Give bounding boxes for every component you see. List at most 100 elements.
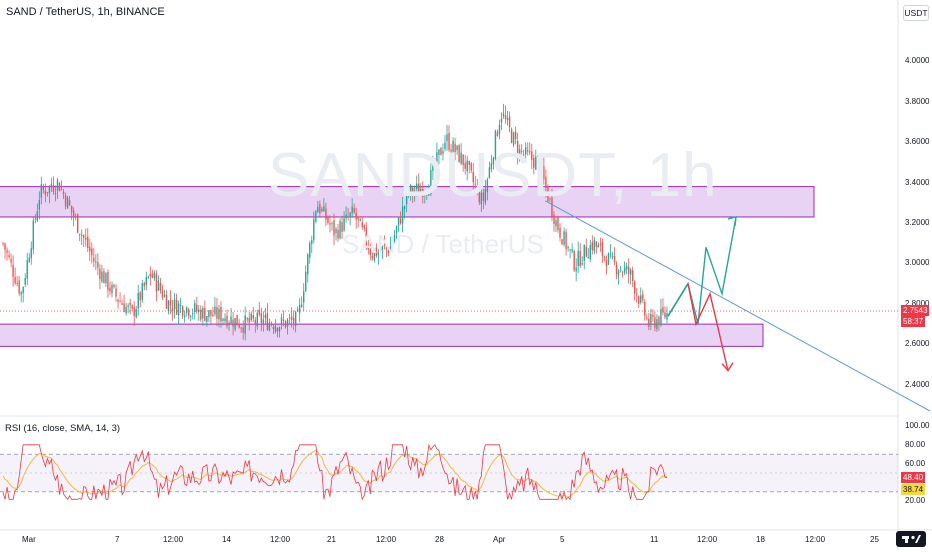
candle-body [363,225,365,229]
candle-body [309,242,311,258]
candle-body [22,286,24,294]
rsi-sma-tag: 38.74 [901,484,926,495]
rsi-indicator-label[interactable]: RSI (16, close, SMA, 14, 3) [5,423,121,434]
candle-body [603,256,606,258]
candle-body [54,192,57,195]
candle-body [169,299,172,306]
candle-body [591,242,594,250]
candle-body [549,198,551,200]
currency-badge[interactable]: USDT [903,5,929,21]
candle-body [563,231,565,245]
candle-body [325,208,327,220]
time-tick-label: 12:00 [376,535,397,544]
candle-body [654,317,656,328]
candle-body [87,236,89,248]
candle-body [351,206,353,214]
candle-body [595,241,598,247]
candle-body [50,183,53,188]
candle-body [323,206,325,212]
candle-body [403,206,406,210]
candle-body [141,283,143,300]
time-tick-label: 5 [560,535,565,544]
candle-body [278,327,281,332]
candle-body [617,271,620,276]
candle-body [105,272,107,284]
candle-body [462,154,464,165]
candle-body [369,249,372,255]
candle-body [317,206,319,213]
candle-body [565,231,567,250]
candle-body [242,327,244,333]
candle-body [432,163,434,171]
candle-body [305,272,307,292]
candle-body [145,276,148,285]
candle-body [264,314,267,318]
candle-body [658,316,660,325]
candle-body [254,320,256,324]
time-tick-label: 12:00 [697,535,718,544]
candle-body [234,317,236,330]
time-tick-label: 28 [435,535,444,544]
candle-body [44,190,47,195]
candle-body [2,242,4,244]
time-tick-label: 18 [756,535,765,544]
candle-body [500,118,503,123]
candle-body [567,246,569,249]
candle-body [131,305,133,309]
candle-body [298,304,301,313]
candle-body [468,160,470,165]
candle-body [286,319,289,327]
candle-body [664,312,666,318]
candle-body [68,200,71,206]
candle-body [577,250,579,267]
candle-body [613,255,616,263]
time-tick-label: Apr [493,535,506,544]
candle-body [405,192,408,205]
candle-body [52,185,55,193]
candle-body [373,250,376,261]
candle-body [78,233,81,236]
candle-body [367,247,370,250]
candle-body [56,180,59,191]
candle-body [414,191,416,193]
candle-body [230,316,232,324]
candle-body [341,222,343,232]
symbol-header[interactable]: SAND / TetherUS, 1h, BINANCE [6,6,165,18]
price-tick-label: 3.0000 [905,258,930,268]
price-tick-label: 2.8000 [905,298,930,308]
candle-body [525,147,527,155]
candle-body [28,257,30,262]
time-tick-label: 14 [222,535,231,544]
candle-body [389,246,392,251]
candle-body [4,243,6,250]
candle-body [541,166,543,175]
candle-body [559,227,561,238]
candle-body [440,147,442,156]
candle-body [571,249,573,252]
candle-body [177,303,180,316]
candle-body [99,268,101,280]
candle-body [502,113,505,117]
candle-body [551,197,553,217]
candle-body [621,271,624,273]
candle-body [260,313,263,323]
candle-body [434,160,436,166]
rsi-tick-label: 100.00 [905,421,930,430]
time-tick-label: 12:00 [805,535,826,544]
candle-body [411,188,414,195]
candle-body [385,247,388,249]
candle-body [220,306,222,322]
candle-body [294,311,297,326]
tradingview-logo-icon[interactable] [896,531,926,547]
candle-body [529,151,531,153]
candle-body [666,313,668,320]
candle-body [210,309,212,316]
candle-body [422,189,424,198]
candle-body [484,188,487,203]
candle-body [446,134,448,142]
candle-body [290,316,293,321]
candle-body [83,235,85,238]
candle-body [36,211,39,221]
descending-trendline [544,200,931,412]
